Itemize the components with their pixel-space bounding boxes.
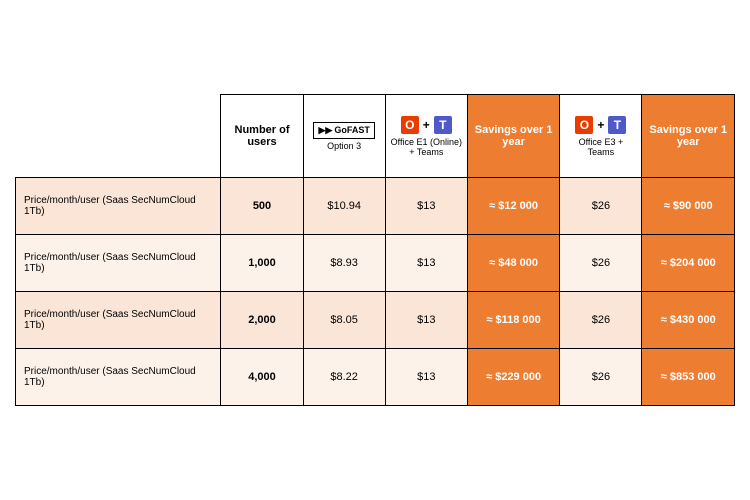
gofast-brand: GoFAST xyxy=(334,125,370,135)
cell-gofast: $8.93 xyxy=(303,235,385,292)
corner-cell xyxy=(16,95,221,178)
cell-e3: $26 xyxy=(560,178,642,235)
cell-savings-1: ≈ $118 000 xyxy=(467,292,559,349)
table-row: Price/month/user (Saas SecNumCloud 1Tb)4… xyxy=(16,349,735,406)
row-label: Price/month/user (Saas SecNumCloud 1Tb) xyxy=(16,349,221,406)
table-body: Price/month/user (Saas SecNumCloud 1Tb)5… xyxy=(16,178,735,406)
cell-users: 4,000 xyxy=(221,349,303,406)
header-office-e1: O + T Office E1 (Online) + Teams xyxy=(385,95,467,178)
teams-icon: T xyxy=(608,116,626,134)
header-row: Number of users ▶▶ GoFAST Option 3 O + T… xyxy=(16,95,735,178)
cell-gofast: $8.22 xyxy=(303,349,385,406)
cell-savings-1: ≈ $12 000 xyxy=(467,178,559,235)
gofast-logo: ▶▶ GoFAST xyxy=(313,122,374,139)
plus-icon: + xyxy=(597,118,604,132)
header-gofast: ▶▶ GoFAST Option 3 xyxy=(303,95,385,178)
num-users-label: Number of users xyxy=(225,124,298,148)
cell-savings-2: ≈ $90 000 xyxy=(642,178,735,235)
table-row: Price/month/user (Saas SecNumCloud 1Tb)5… xyxy=(16,178,735,235)
plus-icon: + xyxy=(423,118,430,132)
cell-savings-1: ≈ $229 000 xyxy=(467,349,559,406)
play-icon: ▶▶ xyxy=(318,125,332,136)
savings2-label: Savings over 1 year xyxy=(646,124,730,148)
cell-e1: $13 xyxy=(385,178,467,235)
row-label: Price/month/user (Saas SecNumCloud 1Tb) xyxy=(16,178,221,235)
table-row: Price/month/user (Saas SecNumCloud 1Tb)1… xyxy=(16,235,735,292)
office-icon: O xyxy=(401,116,419,134)
teams-icon: T xyxy=(434,116,452,134)
e1-sub: Office E1 (Online) + Teams xyxy=(390,137,463,157)
header-office-e3: O + T Office E3 + Teams xyxy=(560,95,642,178)
cell-savings-2: ≈ $853 000 xyxy=(642,349,735,406)
gofast-sub: Option 3 xyxy=(308,141,381,151)
cell-e3: $26 xyxy=(560,292,642,349)
cell-users: 2,000 xyxy=(221,292,303,349)
table-row: Price/month/user (Saas SecNumCloud 1Tb)2… xyxy=(16,292,735,349)
cell-gofast: $10.94 xyxy=(303,178,385,235)
row-label: Price/month/user (Saas SecNumCloud 1Tb) xyxy=(16,292,221,349)
cell-savings-1: ≈ $48 000 xyxy=(467,235,559,292)
header-num-users: Number of users xyxy=(221,95,303,178)
pricing-comparison-table: Number of users ▶▶ GoFAST Option 3 O + T… xyxy=(15,94,735,406)
savings1-label: Savings over 1 year xyxy=(472,124,555,148)
office-icon: O xyxy=(575,116,593,134)
e1-icons: O + T xyxy=(390,116,463,134)
cell-users: 1,000 xyxy=(221,235,303,292)
header-savings-1: Savings over 1 year xyxy=(467,95,559,178)
e3-sub: Office E3 + Teams xyxy=(564,137,637,157)
cell-e3: $26 xyxy=(560,235,642,292)
cell-gofast: $8.05 xyxy=(303,292,385,349)
cell-users: 500 xyxy=(221,178,303,235)
cell-savings-2: ≈ $204 000 xyxy=(642,235,735,292)
row-label: Price/month/user (Saas SecNumCloud 1Tb) xyxy=(16,235,221,292)
cell-savings-2: ≈ $430 000 xyxy=(642,292,735,349)
cell-e1: $13 xyxy=(385,292,467,349)
header-savings-2: Savings over 1 year xyxy=(642,95,735,178)
cell-e1: $13 xyxy=(385,349,467,406)
cell-e1: $13 xyxy=(385,235,467,292)
cell-e3: $26 xyxy=(560,349,642,406)
e3-icons: O + T xyxy=(564,116,637,134)
